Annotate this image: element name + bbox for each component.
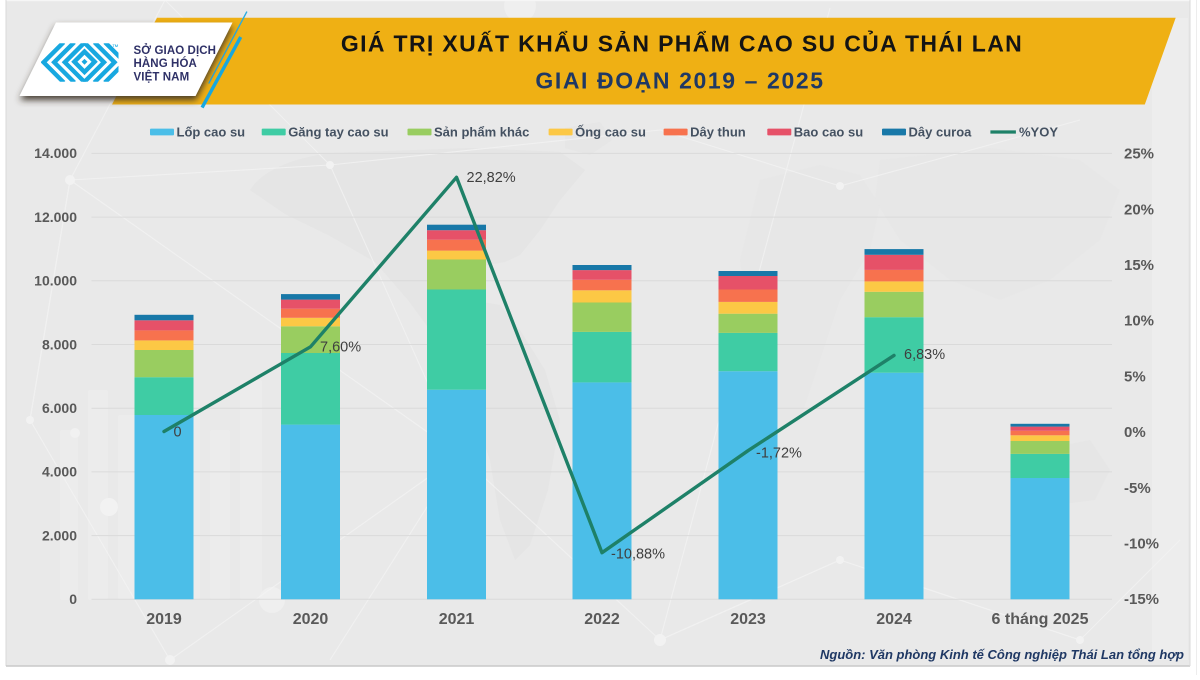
svg-text:Ống cao su: Ống cao su (575, 125, 646, 140)
svg-text:2.000: 2.000 (42, 527, 77, 543)
svg-text:7,60%: 7,60% (320, 340, 361, 356)
svg-text:VIỆT NAM: VIỆT NAM (134, 71, 190, 84)
svg-text:Sản phẩm khác: Sản phẩm khác (434, 125, 529, 140)
svg-text:4.000: 4.000 (42, 464, 77, 480)
svg-text:0: 0 (69, 591, 77, 607)
svg-text:Dây thun: Dây thun (690, 125, 746, 140)
svg-text:Lốp cao su: Lốp cao su (177, 125, 246, 140)
svg-text:6 tháng 2025: 6 tháng 2025 (992, 611, 1089, 628)
svg-text:Bao cao su: Bao cao su (794, 125, 863, 140)
svg-text:-5%: -5% (1124, 480, 1151, 497)
svg-text:Nguồn: Văn phòng Kinh tế Công: Nguồn: Văn phòng Kinh tế Công nghiệp Thá… (820, 647, 1184, 662)
svg-text:HÀNG HÓA: HÀNG HÓA (134, 57, 197, 70)
svg-text:22,82%: 22,82% (467, 170, 516, 186)
svg-text:6,83%: 6,83% (904, 347, 945, 363)
svg-text:2021: 2021 (439, 611, 475, 628)
svg-text:Dây curoa: Dây curoa (909, 125, 973, 140)
svg-text:10.000: 10.000 (34, 273, 77, 289)
svg-text:2022: 2022 (584, 611, 620, 628)
svg-text:12.000: 12.000 (34, 209, 77, 225)
svg-text:0%: 0% (1124, 424, 1146, 441)
svg-text:-15%: -15% (1124, 591, 1159, 608)
svg-text:SỞ GIAO DỊCH: SỞ GIAO DỊCH (134, 44, 217, 57)
svg-text:-1,72%: -1,72% (756, 446, 802, 462)
svg-text:5%: 5% (1124, 368, 1146, 385)
svg-text:2023: 2023 (730, 611, 766, 628)
svg-text:25%: 25% (1124, 146, 1154, 163)
svg-text:15%: 15% (1124, 257, 1154, 274)
svg-text:20%: 20% (1124, 201, 1154, 218)
svg-text:-10%: -10% (1124, 536, 1159, 553)
svg-text:0: 0 (174, 425, 182, 441)
svg-text:-10,88%: -10,88% (611, 547, 665, 563)
svg-text:6.000: 6.000 (42, 400, 77, 416)
svg-text:2020: 2020 (293, 611, 329, 628)
svg-text:2024: 2024 (876, 611, 912, 628)
svg-text:Găng tay cao su: Găng tay cao su (288, 125, 388, 140)
svg-text:8.000: 8.000 (42, 336, 77, 352)
svg-text:10%: 10% (1124, 313, 1154, 330)
svg-text:14.000: 14.000 (34, 145, 77, 161)
svg-text:™: ™ (112, 44, 119, 51)
svg-text:%YOY: %YOY (1019, 125, 1058, 140)
svg-text:GIAI ĐOẠN 2019 – 2025: GIAI ĐOẠN 2019 – 2025 (535, 67, 824, 93)
svg-text:GIÁ TRỊ XUẤT KHẨU SẢN PHẨM CAO: GIÁ TRỊ XUẤT KHẨU SẢN PHẨM CAO SU CỦA TH… (341, 28, 1023, 56)
svg-text:2019: 2019 (146, 611, 182, 628)
